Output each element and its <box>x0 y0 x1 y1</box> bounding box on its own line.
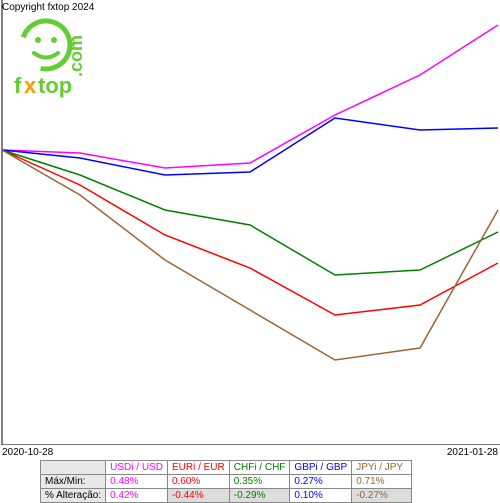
cell-change: -0.44% <box>167 489 229 503</box>
series-USDi <box>2 25 498 168</box>
cell-change: 0.42% <box>106 489 168 503</box>
line-chart <box>0 0 500 445</box>
col-header: EURi / EUR <box>167 461 229 475</box>
cell-change: -0.27% <box>352 489 412 503</box>
x-axis-end: 2021-01-28 <box>447 447 498 458</box>
col-header: CHFi / CHF <box>229 461 290 475</box>
cell-maxmin: 0.60% <box>167 475 229 489</box>
x-axis-start: 2020-10-28 <box>2 447 53 458</box>
cell-maxmin: 0.71% <box>352 475 412 489</box>
col-header: JPYi / JPY <box>352 461 412 475</box>
cell-maxmin: 0.48% <box>106 475 168 489</box>
cell-change: -0.29% <box>229 489 290 503</box>
row-label-maxmin: Máx/Min: <box>41 475 106 489</box>
table-corner <box>41 461 106 475</box>
series-GBPi <box>2 118 498 175</box>
series-CHFi <box>2 150 498 275</box>
col-header: GBPi / GBP <box>290 461 352 475</box>
row-label-change: % Alteração: <box>41 489 106 503</box>
cell-change: 0.10% <box>290 489 352 503</box>
series-EURi <box>2 150 498 315</box>
cell-maxmin: 0.27% <box>290 475 352 489</box>
col-header: USDi / USD <box>106 461 168 475</box>
series-JPYi <box>2 150 498 360</box>
data-table: USDi / USDEURi / EURCHFi / CHFGBPi / GBP… <box>40 460 412 503</box>
cell-maxmin: 0.35% <box>229 475 290 489</box>
